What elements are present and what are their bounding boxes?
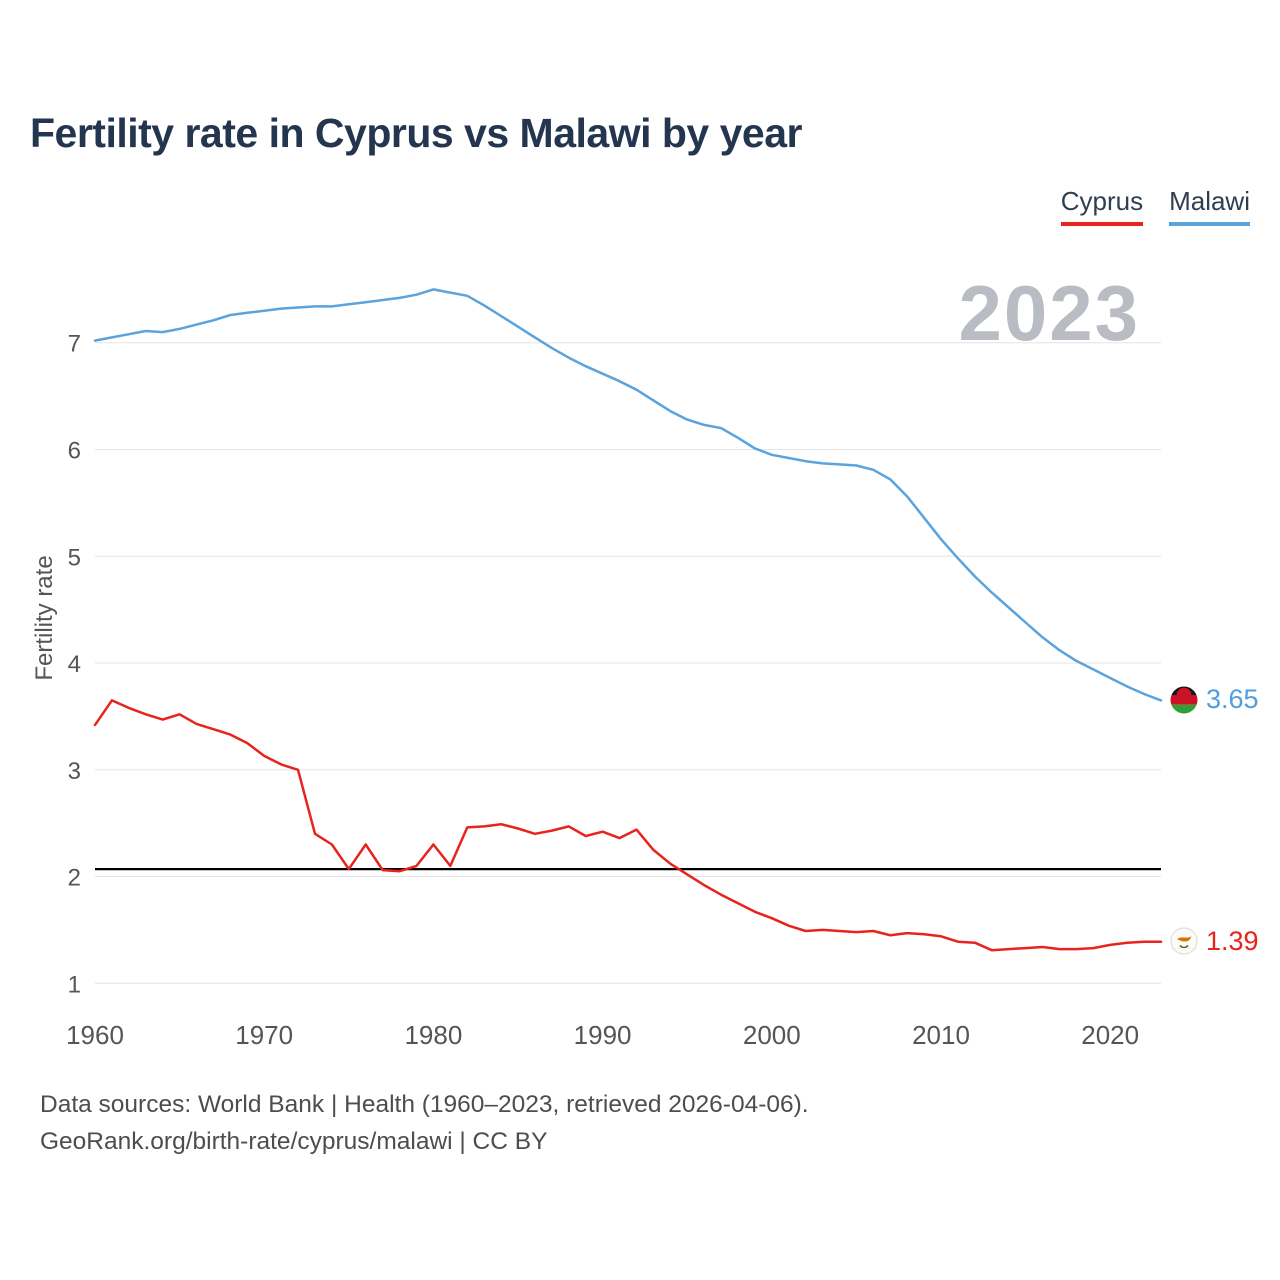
malawi-line — [93, 288, 1163, 702]
y-tick-label: 4 — [68, 651, 81, 678]
data-sources-text: Data sources: World Bank | Health (1960–… — [40, 1091, 809, 1118]
y-tick-label: 7 — [68, 331, 81, 358]
footer: Data sources: World Bank | Health (1960–… — [40, 1086, 809, 1160]
x-tick-label: 1990 — [574, 1020, 632, 1050]
x-tick-label: 1970 — [235, 1020, 293, 1050]
malawi-end-value: 3.65 — [1206, 684, 1259, 715]
y-tick-label: 5 — [68, 544, 81, 571]
cyprus-flag-icon — [1170, 927, 1198, 955]
x-tick-label: 2000 — [743, 1020, 801, 1050]
y-tick-label: 2 — [68, 865, 81, 892]
x-tick-label: 1960 — [66, 1020, 124, 1050]
legend: Cyprus Malawi — [1060, 186, 1250, 226]
y-tick-label: 1 — [68, 971, 81, 998]
malawi-flag-icon — [1170, 686, 1198, 714]
cyprus-end-value: 1.39 — [1206, 925, 1259, 956]
y-tick-label: 3 — [68, 758, 81, 785]
page-title: Fertility rate in Cyprus vs Malawi by ye… — [30, 110, 802, 156]
legend-item-cyprus[interactable]: Cyprus — [1060, 186, 1144, 226]
attribution-text: GeoRank.org/birth-rate/cyprus/malawi | C… — [40, 1128, 548, 1155]
y-tick-label: 6 — [68, 438, 81, 465]
cyprus-end-label: 1.39 — [1170, 926, 1259, 957]
cyprus-line — [93, 699, 1163, 952]
x-tick-label: 2010 — [912, 1020, 970, 1050]
x-tick-label: 2020 — [1081, 1020, 1139, 1050]
x-tick-label: 1980 — [404, 1020, 462, 1050]
legend-item-malawi[interactable]: Malawi — [1169, 186, 1250, 226]
malawi-end-label: 3.65 — [1170, 684, 1259, 715]
